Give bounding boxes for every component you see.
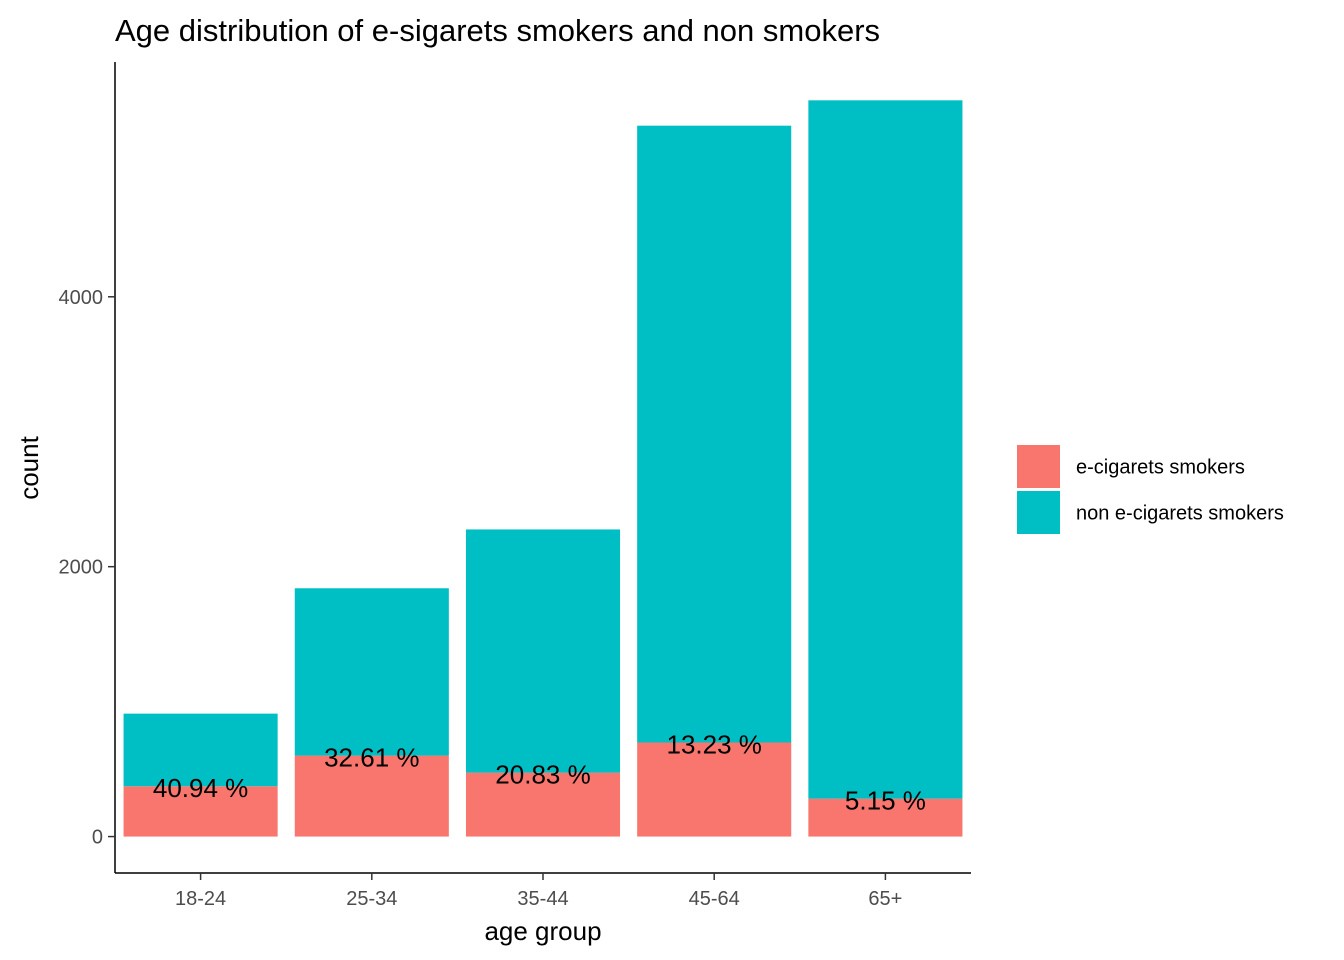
bar-label-65+: 5.15 % — [845, 786, 926, 816]
x-tick-label-65+: 65+ — [868, 888, 902, 910]
bar-label-25-34: 32.61 % — [324, 743, 419, 773]
chart-title: Age distribution of e-sigarets smokers a… — [115, 13, 880, 48]
legend-key-ecig — [1017, 445, 1060, 488]
bar-ecig-45-64 — [637, 742, 792, 837]
bar-non-ecig-35-44 — [465, 529, 621, 773]
bar-ecig-18-24 — [123, 786, 278, 837]
bar-label-45-64: 13.23 % — [666, 730, 761, 760]
y-tick-label-2000: 2000 — [59, 557, 104, 579]
bar-label-18-24: 40.94 % — [153, 773, 248, 803]
y-tick-label-4000: 4000 — [59, 287, 104, 309]
y-axis-ticks: 0 2000 4000 — [59, 287, 115, 849]
bar-non-ecig-45-64 — [637, 125, 792, 743]
x-tick-label-45-64: 45-64 — [689, 888, 740, 910]
legend: e-cigarets smokers non e-cigarets smokers — [1017, 445, 1284, 534]
y-tick-label-0: 0 — [92, 827, 103, 849]
y-axis-title: count — [14, 435, 44, 499]
x-tick-label-18-24: 18-24 — [175, 888, 226, 910]
bar-non-ecig-25-34 — [294, 588, 449, 756]
bar-labels: 40.94 % 32.61 % 20.83 % 13.23 % 5.15 % — [153, 730, 926, 816]
x-tick-label-25-34: 25-34 — [346, 888, 397, 910]
bar-ecig-35-44 — [465, 772, 621, 837]
x-tick-label-35-44: 35-44 — [517, 888, 568, 910]
bar-ecig-65+ — [808, 798, 963, 837]
bar-non-ecig-65+ — [808, 100, 963, 799]
legend-key-non-ecig — [1017, 491, 1060, 534]
x-axis-title: age group — [484, 916, 601, 946]
x-axis-ticks: 18-24 25-34 35-44 45-64 65+ — [175, 873, 902, 910]
legend-label-non-ecig: non e-cigarets smokers — [1076, 503, 1284, 525]
bar-ecig-25-34 — [294, 755, 449, 837]
legend-label-ecig: e-cigarets smokers — [1076, 457, 1245, 479]
bar-non-ecig-18-24 — [123, 713, 278, 787]
bars — [123, 100, 963, 837]
bar-label-35-44: 20.83 % — [495, 760, 590, 790]
